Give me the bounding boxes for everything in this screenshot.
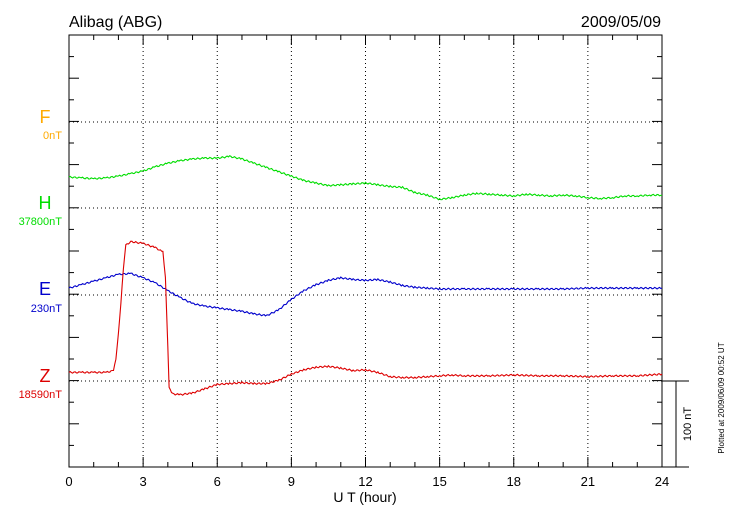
scale-bar: 100 nT: [662, 380, 694, 468]
x-tick-label-21: 21: [581, 474, 595, 489]
series-label-e: E: [39, 279, 51, 299]
x-tick-labels: 0 3 6 9 12 15 18 21 24: [65, 474, 669, 489]
series-baseline-f: 0nT: [43, 130, 62, 142]
x-tick-label-15: 15: [432, 474, 446, 489]
grid: [69, 35, 662, 467]
station-title: Alibag (ABG): [69, 14, 162, 31]
x-tick-label-0: 0: [65, 474, 72, 489]
x-tick-label-9: 9: [288, 474, 295, 489]
plotted-at-note: Plotted at 2009/06/09 00:52 UT: [717, 342, 726, 453]
x-tick-label-12: 12: [358, 474, 372, 489]
x-tick-label-6: 6: [214, 474, 221, 489]
x-tick-label-18: 18: [507, 474, 521, 489]
series-label-f: F: [40, 107, 51, 127]
series-line-e: [68, 272, 663, 317]
series-baseline-h: 37800nT: [19, 216, 63, 228]
x-tick-label-3: 3: [140, 474, 147, 489]
series-line-h: [68, 155, 663, 201]
minor-ticks: [68, 35, 663, 467]
x-axis-label: U T (hour): [333, 489, 396, 505]
x-tick-label-24: 24: [655, 474, 669, 489]
series-lines: [68, 155, 663, 396]
series-baseline-z: 18590nT: [19, 389, 63, 401]
scale-bar-label: 100 nT: [682, 407, 694, 442]
series-label-z: Z: [40, 366, 51, 386]
series-baseline-e: 230nT: [31, 303, 62, 315]
series-label-h: H: [39, 193, 52, 213]
series-line-z: [68, 240, 663, 396]
date-label: 2009/05/09: [581, 14, 661, 31]
